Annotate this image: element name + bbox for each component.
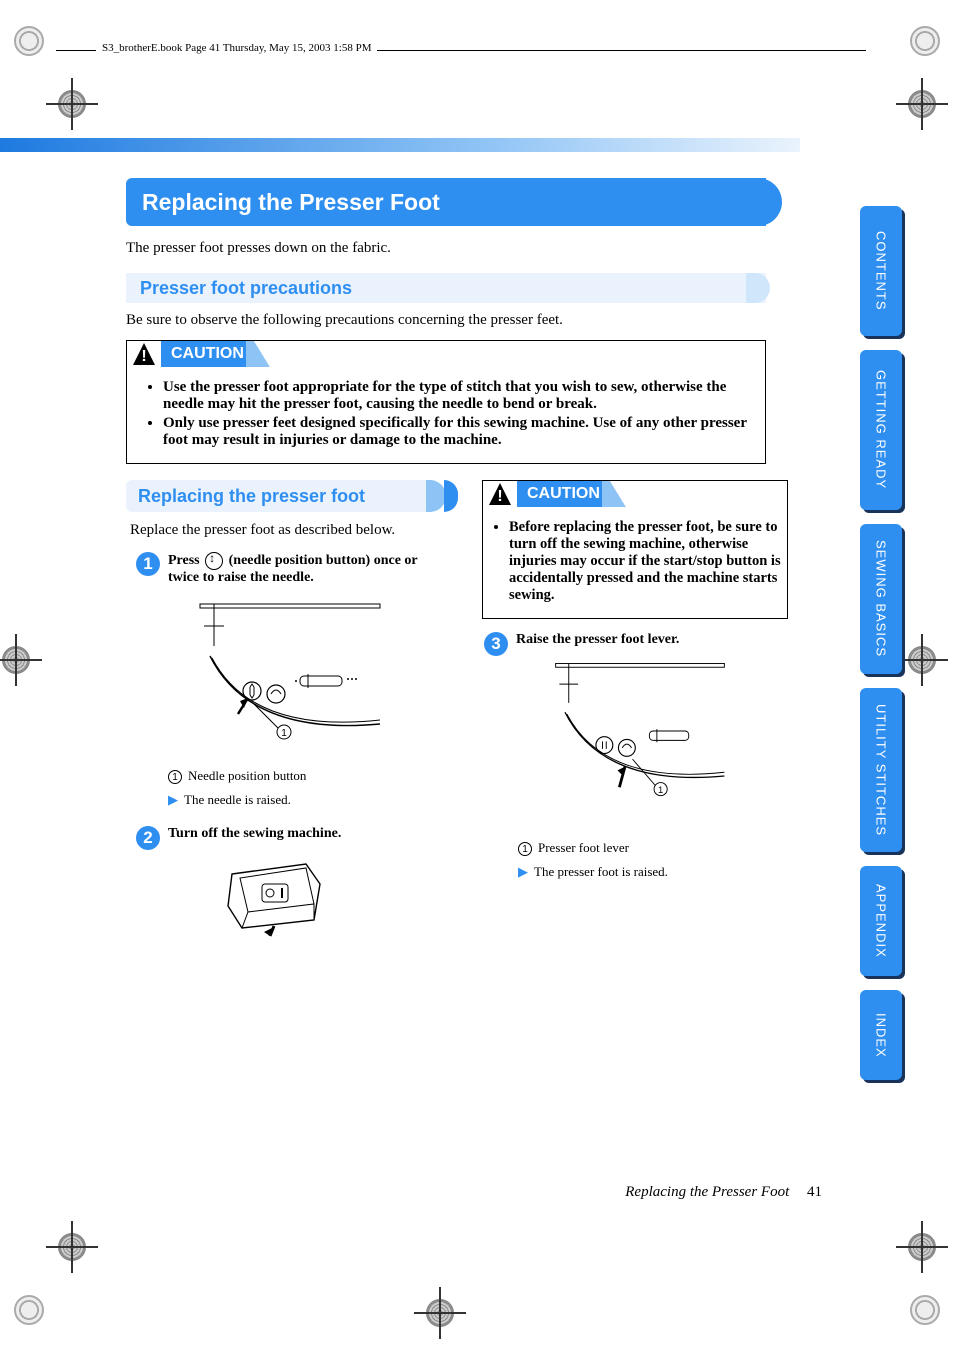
tab-sewing-basics[interactable]: SEWING BASICS xyxy=(860,524,902,674)
side-nav-tabs: CONTENTS GETTING READY SEWING BASICS UTI… xyxy=(860,206,902,1094)
step-text: Turn off the sewing machine. xyxy=(168,826,446,842)
annotation-text: Needle position button xyxy=(188,768,306,783)
crop-mark xyxy=(910,26,940,56)
right-column: ! CAUTION Before replacing the presser f… xyxy=(482,480,788,619)
result-text: The needle is raised. xyxy=(184,792,291,807)
intro-text: The presser foot presses down on the fab… xyxy=(126,240,391,257)
subheading-cap-dark xyxy=(444,480,458,512)
step-3: 3 Raise the presser foot lever. xyxy=(484,632,790,648)
subheading-replacing: Replacing the presser foot xyxy=(126,480,436,512)
step-text: Press (needle position button) once or t… xyxy=(168,552,446,586)
step-1: 1 Press (needle position button) once or… xyxy=(136,552,446,586)
step-number: 1 xyxy=(136,552,160,576)
crop-mark xyxy=(910,1295,940,1325)
crop-mark xyxy=(14,26,44,56)
caution-label: CAUTION xyxy=(517,481,626,507)
caution-flag: ! CAUTION xyxy=(127,341,765,367)
result-arrow-icon: ▶ xyxy=(168,792,178,807)
step-number: 3 xyxy=(484,632,508,656)
crop-mark xyxy=(14,1295,44,1325)
subheading-label: Presser foot precautions xyxy=(140,278,352,299)
page-title: Replacing the Presser Foot xyxy=(126,178,766,226)
annotation-number-icon: 1 xyxy=(518,842,532,856)
caution-body: Before replacing the presser foot, be su… xyxy=(483,507,787,618)
subheading-label: Replacing the presser foot xyxy=(138,486,365,507)
subheading-cap-light xyxy=(426,480,446,512)
register-mark xyxy=(902,84,942,124)
step-number: 2 xyxy=(136,826,160,850)
result-text: The presser foot is raised. xyxy=(534,864,668,879)
caution-body: Use the presser foot appropriate for the… xyxy=(127,367,765,463)
caution-item: Use the presser foot appropriate for the… xyxy=(163,379,747,413)
tab-appendix[interactable]: APPENDIX xyxy=(860,866,902,976)
register-mark xyxy=(420,1293,460,1333)
tab-index[interactable]: INDEX xyxy=(860,990,902,1080)
result-arrow-icon: ▶ xyxy=(518,864,528,879)
step-text-a: Press xyxy=(168,553,203,568)
step-2: 2 Turn off the sewing machine. xyxy=(136,826,446,842)
tab-getting-ready[interactable]: GETTING READY xyxy=(860,350,902,510)
replace-intro: Replace the presser foot as described be… xyxy=(130,522,395,539)
register-mark xyxy=(0,640,36,680)
register-mark xyxy=(52,1227,92,1267)
warning-icon: ! xyxy=(489,483,511,505)
top-accent-bar xyxy=(0,138,800,152)
figure-presser-lever: 1 xyxy=(540,656,740,811)
figure-result: ▶ The presser foot is raised. xyxy=(518,864,668,880)
subheading-precautions: Presser foot precautions xyxy=(126,273,766,303)
figure-needle-button: 1 xyxy=(190,596,390,751)
caution-flag: ! CAUTION xyxy=(483,481,787,507)
step-text: Raise the presser foot lever. xyxy=(516,632,790,648)
tab-contents[interactable]: CONTENTS xyxy=(860,206,902,336)
annotation-number-icon: 1 xyxy=(168,770,182,784)
subheading-cap xyxy=(746,273,770,303)
page-header-meta: S3_brotherE.book Page 41 Thursday, May 1… xyxy=(96,40,377,56)
caution-item: Only use presser feet designed specifica… xyxy=(163,415,747,449)
needle-position-button-icon xyxy=(205,552,223,570)
figure-power-switch xyxy=(214,856,334,945)
warning-icon: ! xyxy=(133,343,155,365)
svg-text:1: 1 xyxy=(281,728,287,739)
annotation-text: Presser foot lever xyxy=(538,840,629,855)
footer-title: Replacing the Presser Foot xyxy=(625,1184,789,1200)
register-mark xyxy=(902,640,942,680)
caution-label: CAUTION xyxy=(161,341,270,367)
register-mark xyxy=(902,1227,942,1267)
figure-result: ▶ The needle is raised. xyxy=(168,792,291,808)
caution-box-main: ! CAUTION Use the presser foot appropria… xyxy=(126,340,766,464)
precautions-intro: Be sure to observe the following precaut… xyxy=(126,312,563,329)
svg-text:1: 1 xyxy=(658,785,663,795)
figure-annotation: 1 Presser foot lever xyxy=(518,840,629,856)
page-footer: Replacing the Presser Foot 41 xyxy=(625,1184,822,1201)
caution-item: Before replacing the presser foot, be su… xyxy=(509,519,783,604)
caution-box-right: ! CAUTION Before replacing the presser f… xyxy=(482,480,788,619)
figure-annotation: 1 Needle position button xyxy=(168,768,306,784)
register-mark xyxy=(52,84,92,124)
footer-page-number: 41 xyxy=(807,1184,822,1200)
tab-utility-stitches[interactable]: UTILITY STITCHES xyxy=(860,688,902,852)
